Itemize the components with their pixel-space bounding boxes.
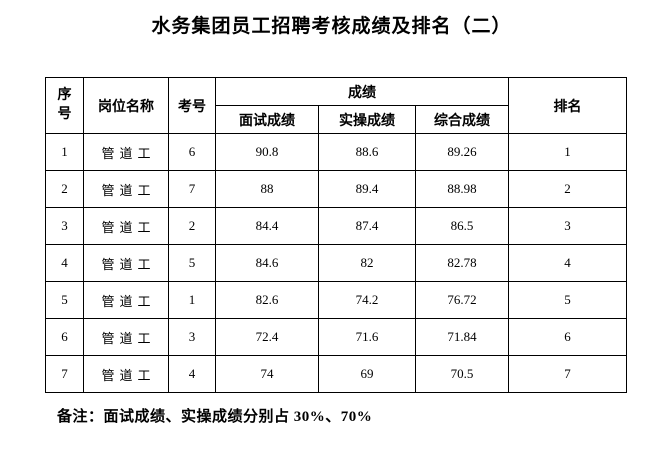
cell-interview-score: 88: [215, 170, 319, 208]
cell-composite-score: 86.5: [414, 207, 510, 245]
table-header: 序号 岗位名称 考号 成绩 排名 面试成绩 实操成绩 综合成绩: [45, 77, 628, 134]
note-text: 备注：面试成绩、实操成绩分别占 30%、70%: [57, 409, 373, 425]
header-row-sub: 面试成绩 实操成绩 综合成绩: [46, 105, 627, 134]
page-title: 水务集团员工招聘考核成绩及排名（二）: [151, 16, 512, 37]
results-table: 序号 岗位名称 考号 成绩 排名 面试成绩 实操成绩 综合成绩 1 管道工 6 …: [45, 77, 628, 393]
cell-position: 管道工: [83, 207, 169, 245]
table-row: 5 管道工 1 82.6 74.2 76.72 5: [45, 281, 628, 319]
cell-exam-no: 4: [168, 355, 216, 393]
table-row: 7 管道工 4 74 69 70.5 7: [45, 355, 628, 393]
cell-composite-score: 88.98: [414, 170, 510, 208]
cell-practical-score: 87.4: [318, 207, 416, 245]
cell-rank: 4: [508, 244, 628, 282]
cell-composite-score: 71.84: [414, 318, 510, 356]
cell-exam-no: 1: [168, 281, 216, 319]
cell-rank: 5: [508, 281, 628, 319]
table-row: 2 管道工 7 88 89.4 88.98 2: [45, 170, 628, 208]
cell-rank: 1: [508, 133, 628, 171]
cell-interview-score: 74: [215, 355, 319, 393]
cell-seq: 7: [45, 355, 84, 393]
cell-interview-score: 84.6: [215, 244, 319, 282]
cell-exam-no: 3: [168, 318, 216, 356]
cell-interview-score: 90.8: [215, 133, 319, 171]
header-position: 岗位名称: [83, 77, 169, 134]
header-seq: 序号: [45, 77, 84, 134]
header-seq-label: 序号: [57, 87, 72, 122]
cell-exam-no: 6: [168, 133, 216, 171]
cell-interview-score: 72.4: [215, 318, 319, 356]
cell-seq: 4: [45, 244, 84, 282]
cell-exam-no: 2: [168, 207, 216, 245]
cell-position: 管道工: [83, 281, 169, 319]
table-row: 6 管道工 3 72.4 71.6 71.84 6: [45, 318, 628, 356]
cell-position: 管道工: [83, 318, 169, 356]
cell-practical-score: 69: [318, 355, 416, 393]
cell-seq: 1: [45, 133, 84, 171]
cell-composite-score: 76.72: [414, 281, 510, 319]
header-row-top: 序号 岗位名称 考号 成绩 排名: [45, 77, 628, 134]
cell-rank: 7: [508, 355, 628, 393]
cell-interview-score: 84.4: [215, 207, 319, 245]
cell-rank: 2: [508, 170, 628, 208]
header-interview-score: 面试成绩: [215, 105, 319, 134]
cell-rank: 6: [508, 318, 628, 356]
cell-exam-no: 7: [168, 170, 216, 208]
table-row: 3 管道工 2 84.4 87.4 86.5 3: [45, 207, 628, 245]
header-rank: 排名: [508, 77, 628, 134]
cell-practical-score: 82: [318, 244, 416, 282]
header-score-group: 成绩: [214, 77, 510, 106]
cell-position: 管道工: [83, 133, 169, 171]
cell-practical-score: 74.2: [318, 281, 416, 319]
cell-position: 管道工: [83, 244, 169, 282]
cell-interview-score: 82.6: [215, 281, 319, 319]
cell-rank: 3: [508, 207, 628, 245]
cell-practical-score: 71.6: [318, 318, 416, 356]
cell-composite-score: 70.5: [414, 355, 510, 393]
cell-position: 管道工: [83, 355, 169, 393]
header-practical-score: 实操成绩: [318, 105, 416, 134]
cell-composite-score: 89.26: [414, 133, 510, 171]
cell-position: 管道工: [83, 170, 169, 208]
cell-exam-no: 5: [168, 244, 216, 282]
table-row: 1 管道工 6 90.8 88.6 89.26 1: [45, 133, 628, 171]
cell-practical-score: 89.4: [318, 170, 416, 208]
cell-seq: 5: [45, 281, 84, 319]
cell-composite-score: 82.78: [414, 244, 510, 282]
header-composite-score: 综合成绩: [414, 105, 510, 134]
cell-practical-score: 88.6: [318, 133, 416, 171]
cell-seq: 6: [45, 318, 84, 356]
table-row: 4 管道工 5 84.6 82 82.78 4: [45, 244, 628, 282]
header-exam-no: 考号: [168, 77, 216, 134]
cell-seq: 3: [45, 207, 84, 245]
cell-seq: 2: [45, 170, 84, 208]
